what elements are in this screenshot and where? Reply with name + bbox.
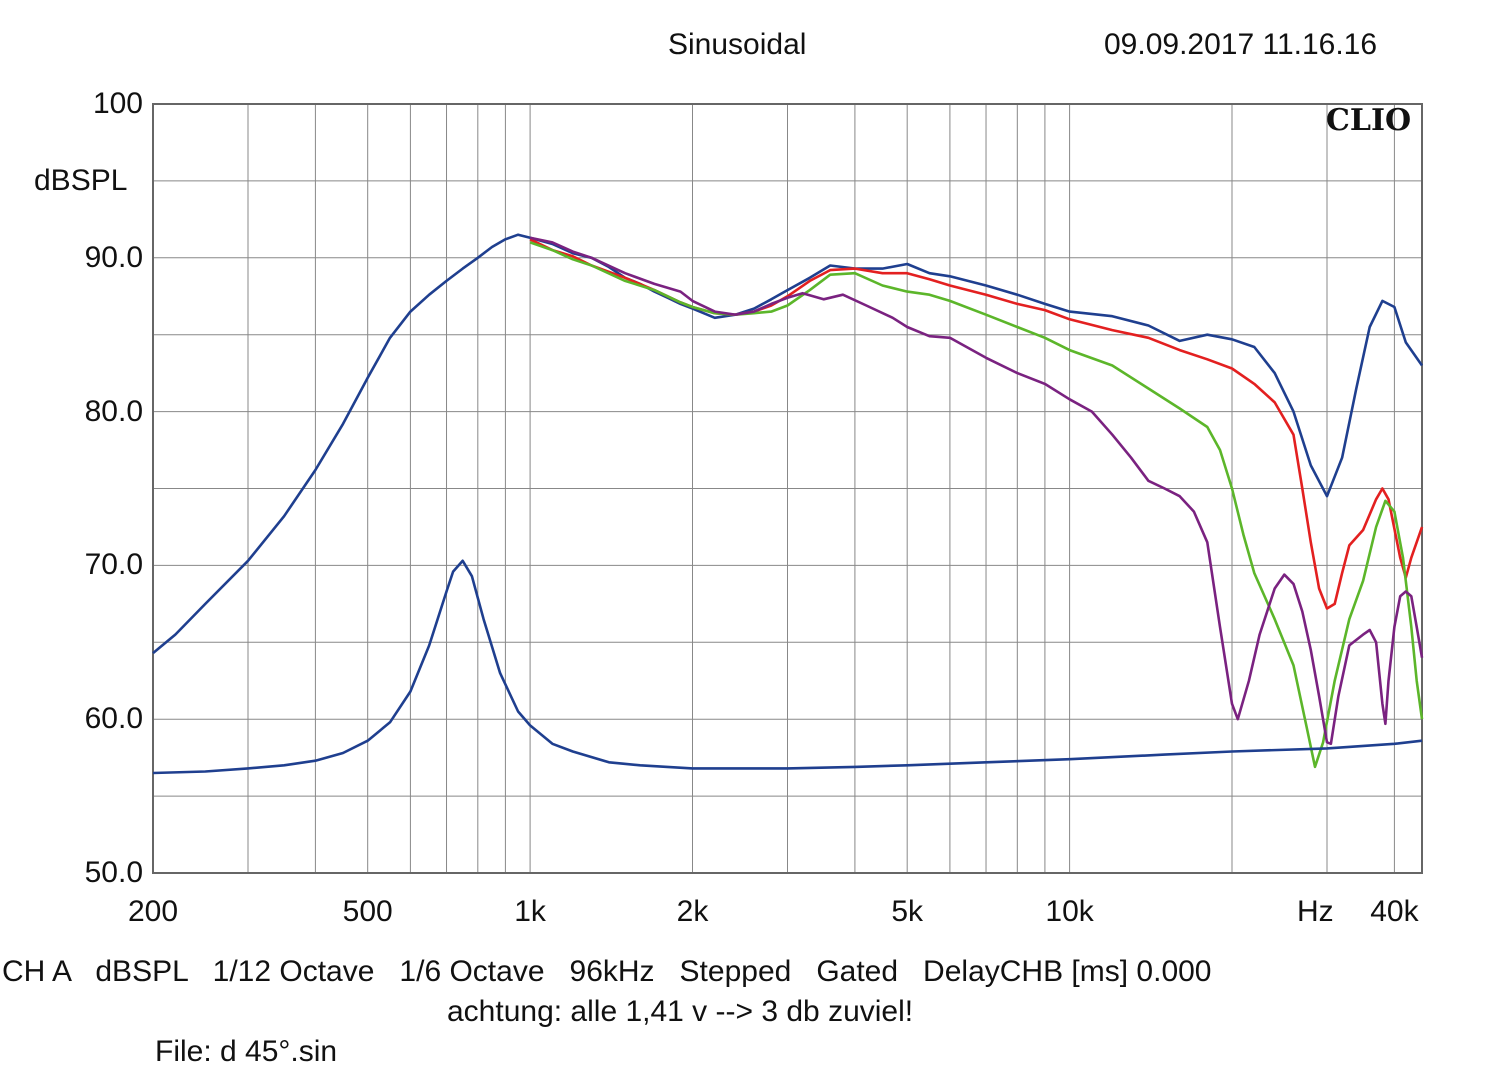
y-axis-unit-label: dBSPL (34, 164, 128, 197)
clio-logo: CLIO (1326, 103, 1412, 138)
x-tick-label: 1k (514, 895, 546, 928)
x-tick-label: 2k (676, 895, 709, 928)
settings-line: CH A dBSPL 1/12 Octave 1/6 Octave 96kHz … (2, 955, 1212, 988)
series-line-green-2 (529, 241, 1424, 769)
series-layer (152, 233, 1424, 775)
x-tick-label: 40k (1370, 895, 1419, 928)
plot-frame (152, 103, 1423, 874)
y-tick-label: 90.0 (84, 240, 143, 274)
series-line-blue-0 (152, 233, 1424, 655)
series-line-blue-4 (152, 559, 1423, 775)
chart-datetime: 09.09.2017 11.16.16 (1104, 28, 1378, 61)
y-tick-label: 100 (92, 87, 143, 120)
measurement-note: achtung: alle 1,41 v --> 3 db zuviel! (447, 995, 914, 1028)
y-tick-label: 80.0 (84, 394, 143, 428)
x-tick-label: 200 (127, 895, 179, 928)
y-tick-label: 60.0 (84, 702, 143, 736)
x-tick-label: 5k (891, 895, 924, 928)
x-tick-label: 500 (342, 895, 393, 928)
file-name: File: d 45°.sin (155, 1035, 338, 1068)
series-line-purple-3 (529, 236, 1424, 746)
x-tick-label: 10k (1045, 895, 1094, 928)
chart-grid (152, 104, 1422, 873)
y-tick-label: 70.0 (84, 548, 143, 582)
x-axis-unit-label: Hz (1297, 895, 1334, 928)
y-tick-label: 50.0 (84, 856, 143, 889)
chart-mode-label: Sinusoidal (668, 28, 807, 61)
